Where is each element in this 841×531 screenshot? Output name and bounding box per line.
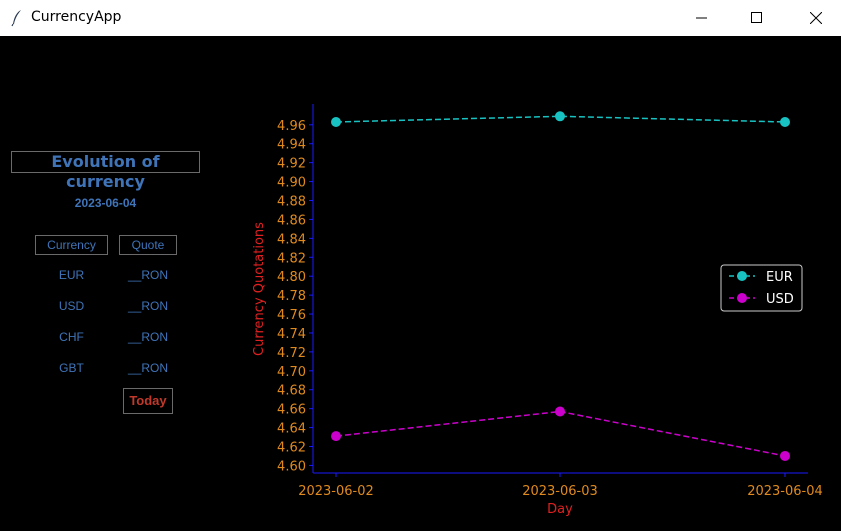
y-tick-label: 4.66 [277,403,306,418]
x-tick-label: 2023-06-03 [522,484,598,499]
maximize-button[interactable] [734,0,780,36]
currency-label-usd: USD [58,299,85,313]
y-axis-ticks: 4.60 4.62 4.64 4.66 4.68 4.70 4.72 4.74 4.76 4.78… [277,119,313,474]
y-tick-label: 4.68 [277,384,306,399]
minimize-icon [696,17,707,19]
legend-usd-label: USD [766,292,794,307]
close-icon [810,12,822,24]
y-tick-label: 4.80 [277,270,306,285]
y-tick-label: 4.96 [277,119,306,134]
series-line-usd [335,410,786,457]
quote-value-chf: __RON [127,330,168,344]
quote-header: Quote [119,235,177,255]
quote-value-gbt: __RON [127,361,168,375]
y-tick-label: 4.62 [277,441,306,456]
minimize-button[interactable] [679,0,725,36]
data-point-usd [780,450,790,461]
x-axis-ticks: 2023-06-02 2023-06-03 2023-06-04 [298,473,823,499]
y-tick-label: 4.90 [277,176,306,191]
window-title: CurrencyApp [31,9,122,25]
x-tick-label: 2023-06-02 [298,484,374,499]
y-tick-label: 4.86 [277,213,306,228]
data-point-eur [331,116,341,127]
y-tick-label: 4.78 [277,289,306,304]
y-axis-label: Currency Quotations [252,222,267,356]
title-bar: CurrencyApp [0,0,841,36]
current-date: 2023-06-04 [74,196,137,210]
y-tick-label: 4.84 [277,232,306,247]
close-button[interactable] [793,0,839,36]
y-tick-label: 4.74 [277,327,306,342]
data-point-usd [555,406,565,417]
currency-header: Currency [35,235,108,255]
y-tick-label: 4.64 [277,422,306,437]
currency-label-chf: CHF [59,330,84,344]
maximize-icon [751,12,762,23]
series-layer [331,111,790,461]
currency-label-gbt: GBT [59,361,84,375]
y-tick-label: 4.88 [277,195,306,210]
currency-line-chart: 4.60 4.62 4.64 4.66 4.68 4.70 4.72 4.74 4.76 4.78… [252,104,823,517]
legend-eur-label: EUR [766,270,793,285]
y-tick-label: 4.72 [277,346,306,361]
x-axis-label: Day [547,502,573,517]
series-line-eur [335,115,786,123]
legend-usd-marker [737,293,747,303]
today-button[interactable]: Today [123,388,173,414]
feather-icon [11,10,21,27]
data-point-eur [555,111,565,122]
y-tick-label: 4.60 [277,459,306,474]
legend-eur-marker [737,271,747,281]
y-tick-label: 4.82 [277,251,306,266]
y-tick-label: 4.92 [277,157,306,172]
data-point-usd [331,431,341,442]
main-content: Evolution of currency 2023-06-04 Currenc… [0,36,841,531]
panel-title: Evolution of currency [11,151,200,191]
currency-label-eur: EUR [58,268,85,282]
chart-legend: EUR USD [720,264,803,312]
quote-value-eur: __RON [127,268,168,282]
y-tick-label: 4.76 [277,308,306,323]
quote-value-usd: __RON [127,299,168,313]
x-tick-label: 2023-06-04 [747,484,823,499]
y-tick-label: 4.70 [277,365,306,380]
data-point-eur [780,116,790,127]
y-tick-label: 4.94 [277,138,306,153]
